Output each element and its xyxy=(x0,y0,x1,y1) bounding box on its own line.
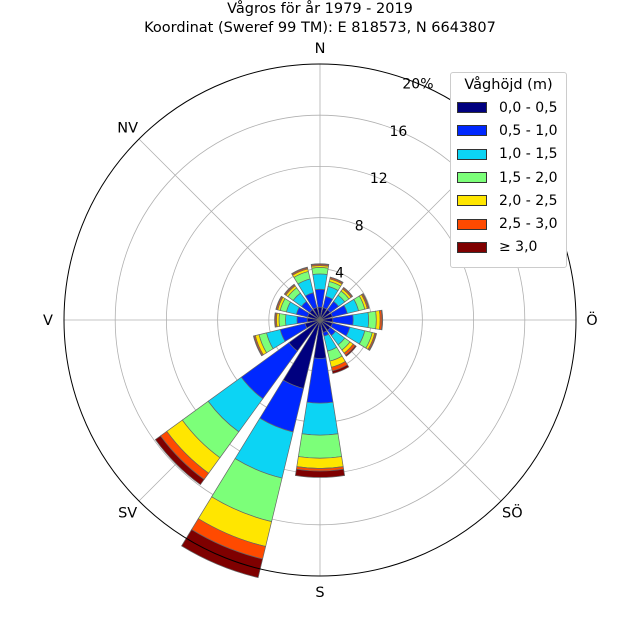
legend-label: 2,5 - 3,0 xyxy=(499,216,558,233)
rose-bar-Ö-series-2 xyxy=(352,311,369,329)
rose-bar-SV-series-6 xyxy=(154,435,205,486)
rose-bar-SÖ-series-6 xyxy=(345,345,357,357)
legend-swatch xyxy=(457,241,487,253)
radial-tick-label: 8 xyxy=(355,218,364,234)
legend-swatch xyxy=(457,102,487,114)
rose-bar-N-series-6 xyxy=(310,263,330,266)
legend-entry: 2,5 - 3,0 xyxy=(457,212,560,235)
rose-bar-NV-series-6 xyxy=(283,283,295,295)
radial-max-label: 20% xyxy=(402,76,433,92)
chart-title-line-1: Vågros för år 1979 - 2019 xyxy=(227,1,413,17)
rose-bar-NNV-series-6 xyxy=(291,266,308,275)
legend: Våghöjd (m) 0,0 - 0,5 0,5 - 1,0 1,0 - 1,5 1… xyxy=(450,72,567,268)
rose-bar-S-series-3 xyxy=(297,433,343,459)
rose-bar-ÖNÖ-series-6 xyxy=(362,293,370,309)
legend-label: 1,5 - 2,0 xyxy=(499,169,558,186)
legend-swatch xyxy=(457,218,487,230)
legend-entry: 1,5 - 2,0 xyxy=(457,166,560,189)
chart-title-line-2: Koordinat (Sweref 99 TM): E 818573, N 66… xyxy=(144,20,496,36)
compass-label-NV: NV xyxy=(117,121,138,137)
compass-label-S: S xyxy=(315,585,324,601)
rose-bar-V-series-1 xyxy=(296,315,308,325)
compass-label-Ö: Ö xyxy=(586,311,597,329)
legend-entry: 1,0 - 1,5 xyxy=(457,143,560,166)
legend-label: 0,5 - 1,0 xyxy=(499,122,558,139)
legend-title: Våghöjd (m) xyxy=(464,77,553,93)
rose-bar-VSV-series-6 xyxy=(252,335,263,357)
rose-bar-S-series-1 xyxy=(306,357,334,404)
radial-tick-label: 12 xyxy=(370,171,388,187)
legend-swatch xyxy=(457,172,487,184)
rose-bar-V-series-2 xyxy=(285,314,298,326)
legend-swatch xyxy=(457,148,487,160)
rose-bar-ÖSÖ-series-6 xyxy=(368,333,378,351)
rose-bar-Ö-series-6 xyxy=(380,309,384,331)
legend-label: 1,0 - 1,5 xyxy=(499,146,558,163)
legend-label: 2,0 - 2,5 xyxy=(499,192,558,209)
legend-label: 0,0 - 0,5 xyxy=(499,99,558,116)
radial-tick-label: 16 xyxy=(389,124,407,140)
rose-bar-S-series-2 xyxy=(301,401,339,436)
legend-entry: ≥ 3,0 xyxy=(457,236,560,259)
rose-bar-SSV-series-6 xyxy=(181,529,264,579)
compass-label-N: N xyxy=(315,41,326,57)
legend-label: ≥ 3,0 xyxy=(499,239,538,256)
legend-swatch xyxy=(457,125,487,137)
rose-bar-N-series-3 xyxy=(311,267,329,275)
rose-bar-S-series-6 xyxy=(294,468,346,478)
radial-tick-label: 4 xyxy=(335,266,344,282)
compass-label-SÖ: SÖ xyxy=(502,503,523,521)
rose-bar-S-series-4 xyxy=(296,456,344,469)
rose-bar-NNÖ-series-6 xyxy=(329,276,344,284)
legend-swatch xyxy=(457,195,487,207)
rose-bar-V-series-3 xyxy=(278,313,287,327)
rose-bar-Ö-series-3 xyxy=(367,310,377,330)
rose-bar-V-series-6 xyxy=(274,312,277,328)
rose-bar-N-series-2 xyxy=(312,273,328,291)
rose-bar-VNV-series-6 xyxy=(275,295,283,310)
compass-label-V: V xyxy=(43,313,53,329)
compass-label-SV: SV xyxy=(118,505,137,521)
legend-entry: 2,0 - 2,5 xyxy=(457,189,560,212)
legend-entries: 0,0 - 0,5 0,5 - 1,0 1,0 - 1,5 1,5 - 2,0 2,0 … xyxy=(457,96,560,259)
legend-entry: 0,0 - 0,5 xyxy=(457,96,560,119)
grid-ring xyxy=(114,114,526,526)
legend-entry: 0,5 - 1,0 xyxy=(457,119,560,142)
outer-ring xyxy=(63,63,577,577)
rose-bar-NÖ-series-6 xyxy=(342,286,354,298)
rose-bar-SSÖ-series-6 xyxy=(331,364,350,374)
chart-title: Vågros för år 1979 - 2019 Koordinat (Swe… xyxy=(0,0,640,38)
